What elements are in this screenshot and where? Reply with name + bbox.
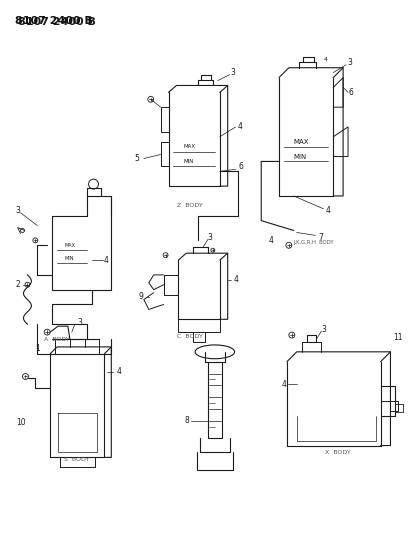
Text: 4: 4 xyxy=(104,256,109,264)
Text: MIN: MIN xyxy=(294,154,307,159)
Text: MIN: MIN xyxy=(65,256,74,261)
Text: 5: 5 xyxy=(134,154,139,163)
Text: 6: 6 xyxy=(349,88,353,97)
Text: MIN: MIN xyxy=(183,159,194,164)
Text: J,K,G,R,H  BODY: J,K,G,R,H BODY xyxy=(293,240,334,245)
Text: S  BODY: S BODY xyxy=(64,457,90,462)
Text: MAX: MAX xyxy=(294,139,309,145)
Text: MAX: MAX xyxy=(183,144,195,149)
Text: 3: 3 xyxy=(230,68,235,77)
Text: 4: 4 xyxy=(117,367,122,376)
Text: Z  BODY: Z BODY xyxy=(177,203,203,208)
Text: 4: 4 xyxy=(323,58,328,62)
Text: 3: 3 xyxy=(77,318,82,327)
Text: 3: 3 xyxy=(15,206,20,215)
Ellipse shape xyxy=(195,345,235,359)
Text: 10: 10 xyxy=(16,418,25,427)
Text: 8107 2400 B: 8107 2400 B xyxy=(18,18,95,27)
Text: 4: 4 xyxy=(282,380,286,389)
Text: 1: 1 xyxy=(35,344,40,353)
Text: 9: 9 xyxy=(139,292,143,301)
Bar xyxy=(395,404,403,412)
Text: 3: 3 xyxy=(348,58,353,67)
Text: 3: 3 xyxy=(208,233,212,242)
Text: 4: 4 xyxy=(326,206,331,215)
Text: 4: 4 xyxy=(269,236,274,245)
Text: 6: 6 xyxy=(238,162,243,171)
Text: X  BODY: X BODY xyxy=(326,450,351,455)
Text: 8107 2400 B: 8107 2400 B xyxy=(15,17,92,27)
Text: 7: 7 xyxy=(318,233,323,242)
Text: 4: 4 xyxy=(238,123,243,132)
Text: 11: 11 xyxy=(394,333,403,342)
Text: A  BODY: A BODY xyxy=(44,336,70,342)
Text: 8: 8 xyxy=(185,416,189,425)
Text: C  BODY: C BODY xyxy=(177,334,203,338)
Text: 4: 4 xyxy=(233,276,238,284)
Text: MAX: MAX xyxy=(65,243,76,248)
Text: 2: 2 xyxy=(15,280,20,289)
Text: 3: 3 xyxy=(321,325,326,334)
